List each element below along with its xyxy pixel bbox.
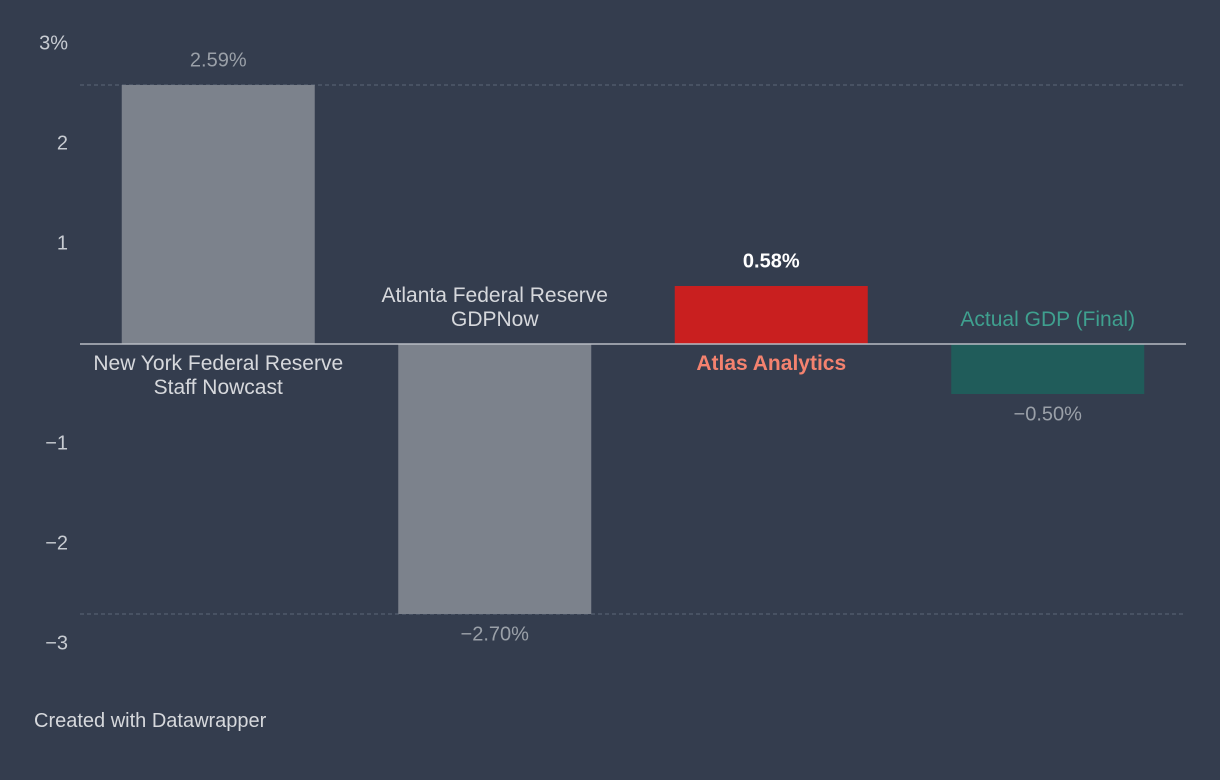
category-label: Atlas Analytics: [696, 352, 847, 375]
category-label: Atlanta Federal Reserve GDPNow: [381, 284, 608, 331]
bar: [951, 344, 1145, 394]
bar: [674, 286, 868, 344]
y-tick-label: −1: [45, 432, 68, 454]
category-label: New York Federal Reserve Staff Nowcast: [93, 352, 344, 399]
category-label: Actual GDP (Final): [960, 308, 1136, 331]
value-label: −0.50%: [1014, 403, 1083, 425]
bar: [398, 344, 592, 614]
value-label: −2.70%: [461, 623, 530, 645]
bar: [121, 85, 315, 344]
footer: Created with Datawrapper: [34, 710, 267, 732]
y-tick-label: 2: [57, 132, 68, 154]
y-tick-label: −3: [45, 632, 68, 654]
y-tick-label: −2: [45, 532, 68, 554]
value-label: 0.58%: [743, 250, 800, 272]
value-label: 2.59%: [190, 49, 247, 71]
y-tick-label: 1: [57, 232, 68, 254]
y-tick-label: 3%: [39, 32, 68, 54]
